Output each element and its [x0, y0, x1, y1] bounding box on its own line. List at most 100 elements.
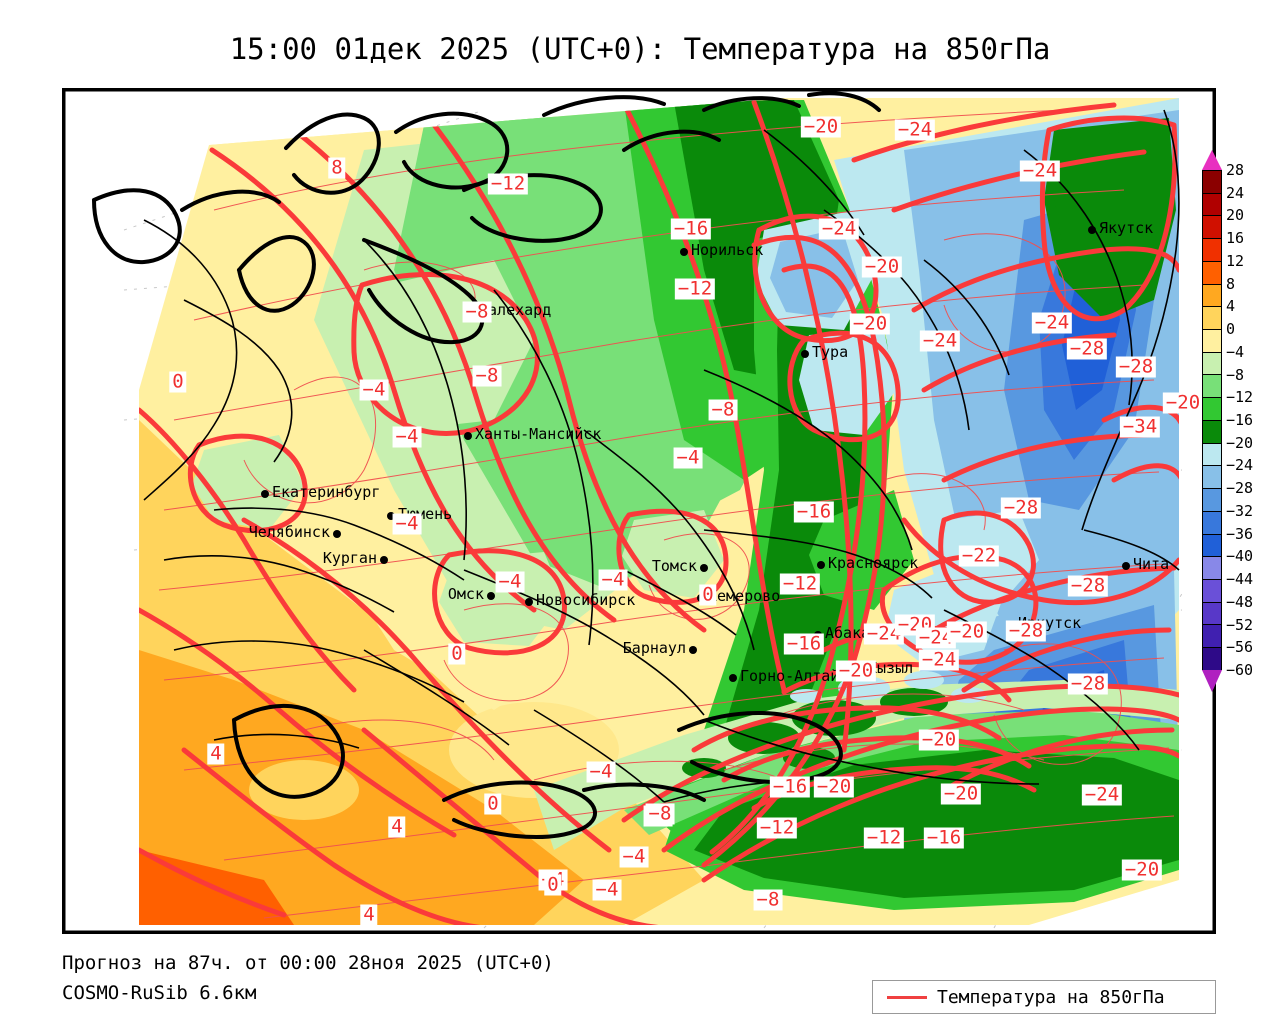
contour-label: −12	[674, 278, 716, 300]
city-label: Красноярск	[828, 554, 919, 572]
colorbar-tick: −44	[1226, 570, 1254, 589]
map-frame[interactable]: Норильск Салехард Тура Якутск Ханты-Мансийск…	[62, 88, 1216, 934]
colorbar-cell	[1203, 602, 1221, 626]
contour-label: −8	[645, 803, 675, 825]
colorbar-cell	[1203, 420, 1221, 444]
colorbar-cell	[1203, 625, 1221, 649]
contour-label: −4	[619, 846, 649, 868]
colorbar[interactable]	[1202, 170, 1222, 671]
contour-label: −24	[919, 330, 961, 352]
colorbar-cell	[1203, 193, 1221, 217]
contour-label: −28	[1067, 673, 1109, 695]
contour-label: −4	[359, 379, 389, 401]
city-label: Челябинск	[248, 523, 330, 541]
legend-label: Температура на 850гПа	[937, 986, 1165, 1008]
colorbar-under-arrow	[1202, 670, 1222, 692]
forecast-info-line: Прогноз на 87ч. от 00:00 28ноя 2025 (UTC…	[62, 952, 554, 974]
city-dot	[464, 432, 472, 440]
contour-label: −20	[813, 776, 855, 798]
contour-label: −4	[586, 761, 616, 783]
contour-label: −24	[1081, 784, 1123, 806]
contour-label: −20	[918, 729, 960, 751]
city-label: Томск	[651, 557, 697, 575]
colorbar-tick: −12	[1226, 388, 1254, 407]
city-label: Чита	[1133, 555, 1170, 573]
national-borders	[143, 109, 1180, 803]
contour-label: −4	[598, 569, 628, 591]
contour-label: −28	[1005, 620, 1047, 642]
contour-label: −20	[849, 313, 891, 335]
contour-label: −34	[1119, 416, 1161, 438]
city-label: Омск	[447, 585, 484, 603]
city-label: Екатеринбург	[272, 483, 381, 501]
colorbar-tick: −52	[1226, 615, 1254, 634]
colorbar-cell	[1203, 443, 1221, 467]
city-dot	[700, 564, 708, 572]
contour-label: −20	[835, 660, 877, 682]
colorbar-tick: 16	[1226, 229, 1245, 248]
city-dot	[680, 248, 688, 256]
city-dot	[261, 490, 269, 498]
city-dot	[387, 512, 395, 520]
city-dot	[817, 561, 825, 569]
contour-label: −16	[793, 501, 835, 523]
contour-label: −24	[1019, 160, 1061, 182]
city-label: Горно-Алтайск	[740, 667, 858, 685]
city-label: Салехард	[479, 301, 552, 319]
contour-label: −28	[1000, 497, 1042, 519]
colorbar-cell	[1203, 466, 1221, 490]
colorbar-cell	[1203, 398, 1221, 421]
contour-label: −20	[940, 783, 982, 805]
legend-box: Температура на 850гПа	[872, 980, 1216, 1014]
city-label: Кызыл	[868, 659, 914, 677]
contour-label: −20	[800, 116, 842, 138]
colorbar-tick: −36	[1226, 524, 1254, 543]
colorbar-tick: 20	[1226, 206, 1245, 225]
colorbar-tick: −20	[1226, 433, 1254, 452]
contour-label: 8	[328, 157, 346, 179]
colorbar-tick: 4	[1226, 297, 1236, 316]
contour-label: 0	[448, 643, 466, 665]
contour-label: −24	[894, 119, 936, 141]
contour-label: −8	[708, 399, 738, 421]
city-dot	[689, 646, 697, 654]
colorbar-cell	[1203, 261, 1221, 285]
temperature-map[interactable]	[64, 90, 1214, 932]
contour-label: −24	[863, 623, 905, 645]
colorbar-tick: −60	[1226, 661, 1254, 679]
contour-label: −28	[1066, 338, 1108, 360]
contour-label: −4	[392, 513, 422, 535]
colorbar-tick: −24	[1226, 456, 1254, 475]
colorbar-tick: 8	[1226, 274, 1236, 293]
city-dot	[729, 674, 737, 682]
page-title: 15:00 01дек 2025 (UTC+0): Температура на…	[229, 32, 1051, 66]
colorbar-tick-labels: 28 24 20 16 12 8 4 0 −4 −8 −12 −16 −20 −24 −28 −32 −36 −4…	[1226, 160, 1280, 680]
contour-label: 0	[484, 793, 502, 815]
colorbar-cell	[1203, 648, 1221, 671]
contour-label: −4	[592, 879, 622, 901]
city-label: Тура	[812, 343, 849, 361]
colorbar-tick: 28	[1226, 161, 1245, 179]
colorbar-tick: −32	[1226, 501, 1254, 520]
city-dot	[380, 556, 388, 564]
city-label: Норильск	[691, 241, 764, 259]
contour-label: −22	[958, 545, 1000, 567]
colorbar-cell	[1203, 330, 1221, 353]
colorbar-cell	[1203, 216, 1221, 240]
legend-line-swatch	[887, 995, 927, 999]
contour-label: −12	[779, 573, 821, 595]
colorbar-cell	[1203, 284, 1221, 308]
colorbar-tick: 0	[1226, 320, 1236, 339]
model-info-line: COSMO-RuSib 6.6км	[62, 982, 257, 1004]
colorbar-tick: 24	[1226, 183, 1245, 202]
city-label: Новосибирск	[536, 591, 636, 609]
contour-label: −8	[472, 365, 502, 387]
contour-label: −12	[863, 827, 905, 849]
contour-label: −8	[462, 301, 492, 323]
contour-label: −20	[1162, 392, 1204, 414]
city-label: Кемерово	[708, 587, 781, 605]
city-dot	[1122, 562, 1130, 570]
colorbar-tick: −40	[1226, 547, 1254, 566]
contour-label: −16	[670, 218, 712, 240]
contour-label: −16	[923, 827, 965, 849]
